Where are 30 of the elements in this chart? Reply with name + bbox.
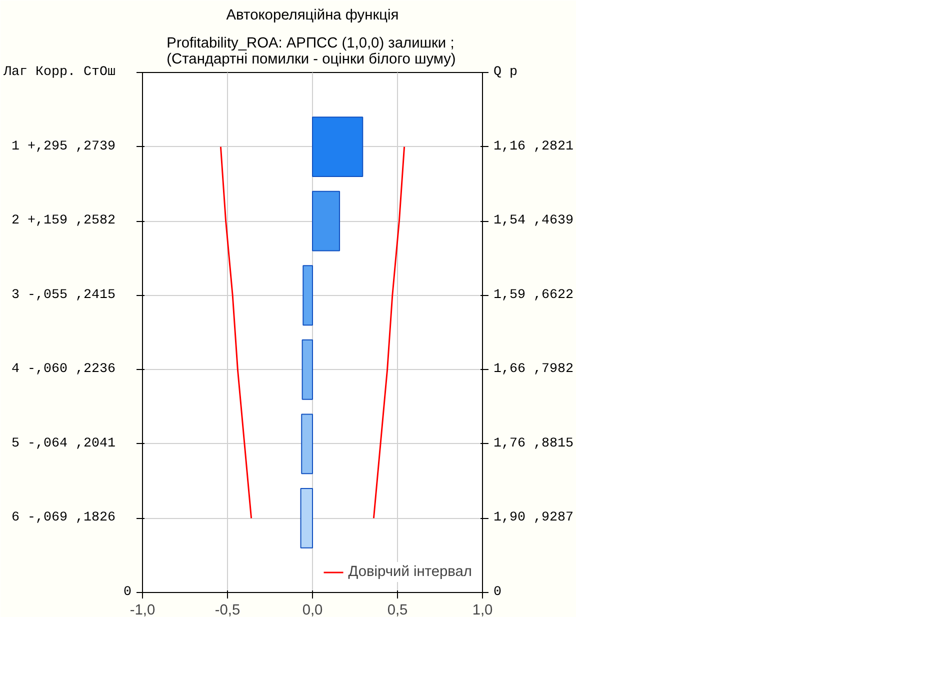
bar (300, 488, 313, 548)
y-tick-label: 6 -,069 ,1826 (12, 510, 116, 526)
text: 0 (124, 585, 132, 600)
text: 1,90 ,9287 (494, 510, 574, 526)
bar (302, 265, 313, 326)
chart-subtitle: Profitability_ROA: АРПСС (1,0,0) залишки ; (Стандартні помилки - оцінки білого шуму) (166, 36, 456, 68)
y-tick-label: 2 +,159 ,2582 (12, 214, 116, 229)
text: 0 (494, 585, 502, 600)
x-tick-label: 1,0 (472, 602, 493, 618)
legend-label: Довірчий інтервал (348, 564, 472, 580)
bar (301, 414, 313, 474)
text: 1,59 ,6622 (494, 288, 574, 303)
y-tick-label: 5 -,064 ,2041 (12, 436, 116, 452)
y-tick-label: 4 -,060 ,2236 (12, 362, 116, 378)
bar (312, 116, 364, 177)
text: 1,54 ,4639 (494, 214, 574, 229)
text: 1,16 ,2821 (494, 139, 574, 154)
x-tick-label: -1,0 (130, 602, 156, 618)
x-tick-label: 0,0 (302, 602, 323, 618)
text: Q p (494, 65, 518, 80)
text: 1,76 ,8815 (494, 436, 574, 452)
text: Лаг Корр. СтОш (2, 65, 116, 80)
bar (312, 190, 340, 252)
x-tick-label: -0,5 (214, 602, 240, 618)
x-tick-label: 0,5 (387, 602, 408, 618)
chart-title: Автокореляційна функція (226, 8, 399, 24)
bar (302, 339, 313, 400)
y-tick-label: 3 -,055 ,2415 (12, 288, 116, 303)
y-tick-label: 1 +,295 ,2739 (12, 139, 116, 154)
text: 1,66 ,7982 (494, 362, 574, 378)
